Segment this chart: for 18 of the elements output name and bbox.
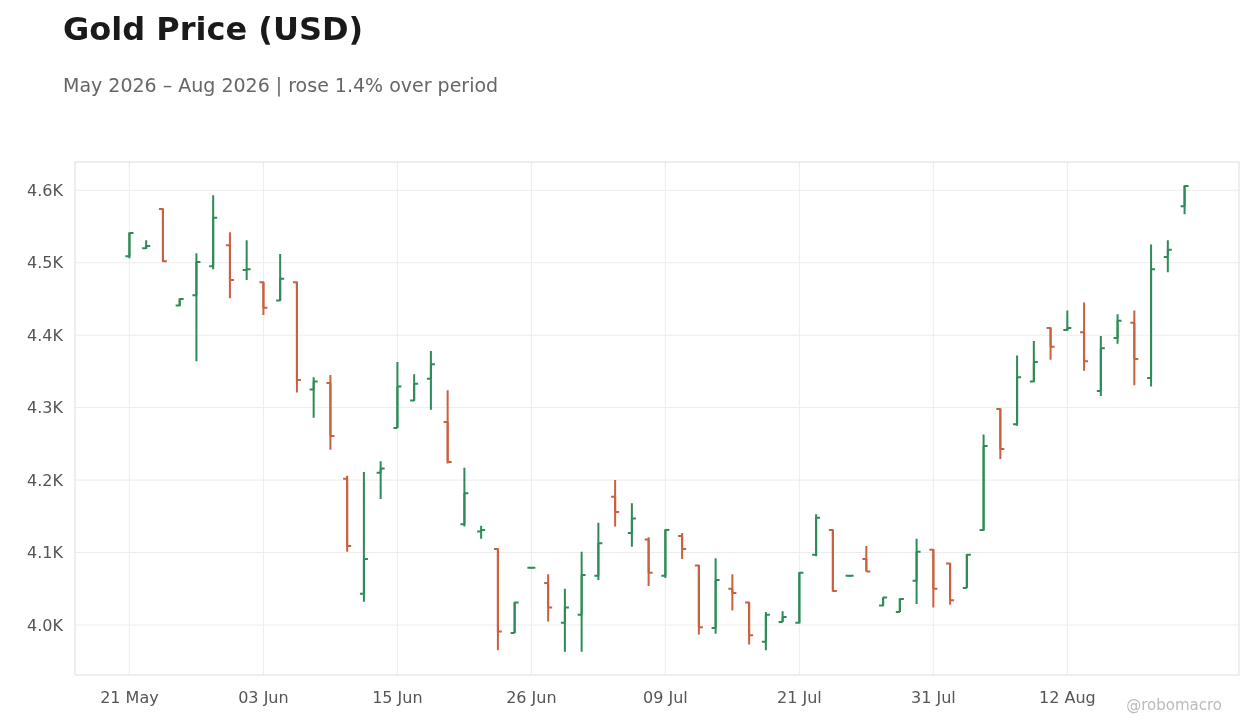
y-tick-label: 4.1K [27,543,64,563]
y-tick-label: 4.2K [27,470,64,490]
text: @robomacro [1126,696,1222,714]
x-tick-label: 21 Jul [776,688,822,707]
y-tick-label: 4.4K [27,325,64,345]
y-tick-label: 4.5K [27,253,64,273]
y-tick-label: 4.6K [27,180,64,200]
y-tick-label: 4.3K [27,398,64,418]
x-tick-label: 21 May [100,688,159,707]
x-tick-label: 31 Jul [910,688,956,707]
x-tick-label: 03 Jun [238,688,289,707]
chart-subtitle: May 2026 – Aug 2026 | rose 1.4% over period [63,74,499,97]
chart-title: Gold Price (USD) [63,10,364,48]
x-tick-label: 26 Jun [506,688,557,707]
y-tick-label: 4.0K [27,615,64,635]
x-tick-label: 12 Aug [1038,688,1096,707]
x-tick-label: 15 Jun [372,688,423,707]
x-tick-label: 09 Jul [643,688,688,707]
